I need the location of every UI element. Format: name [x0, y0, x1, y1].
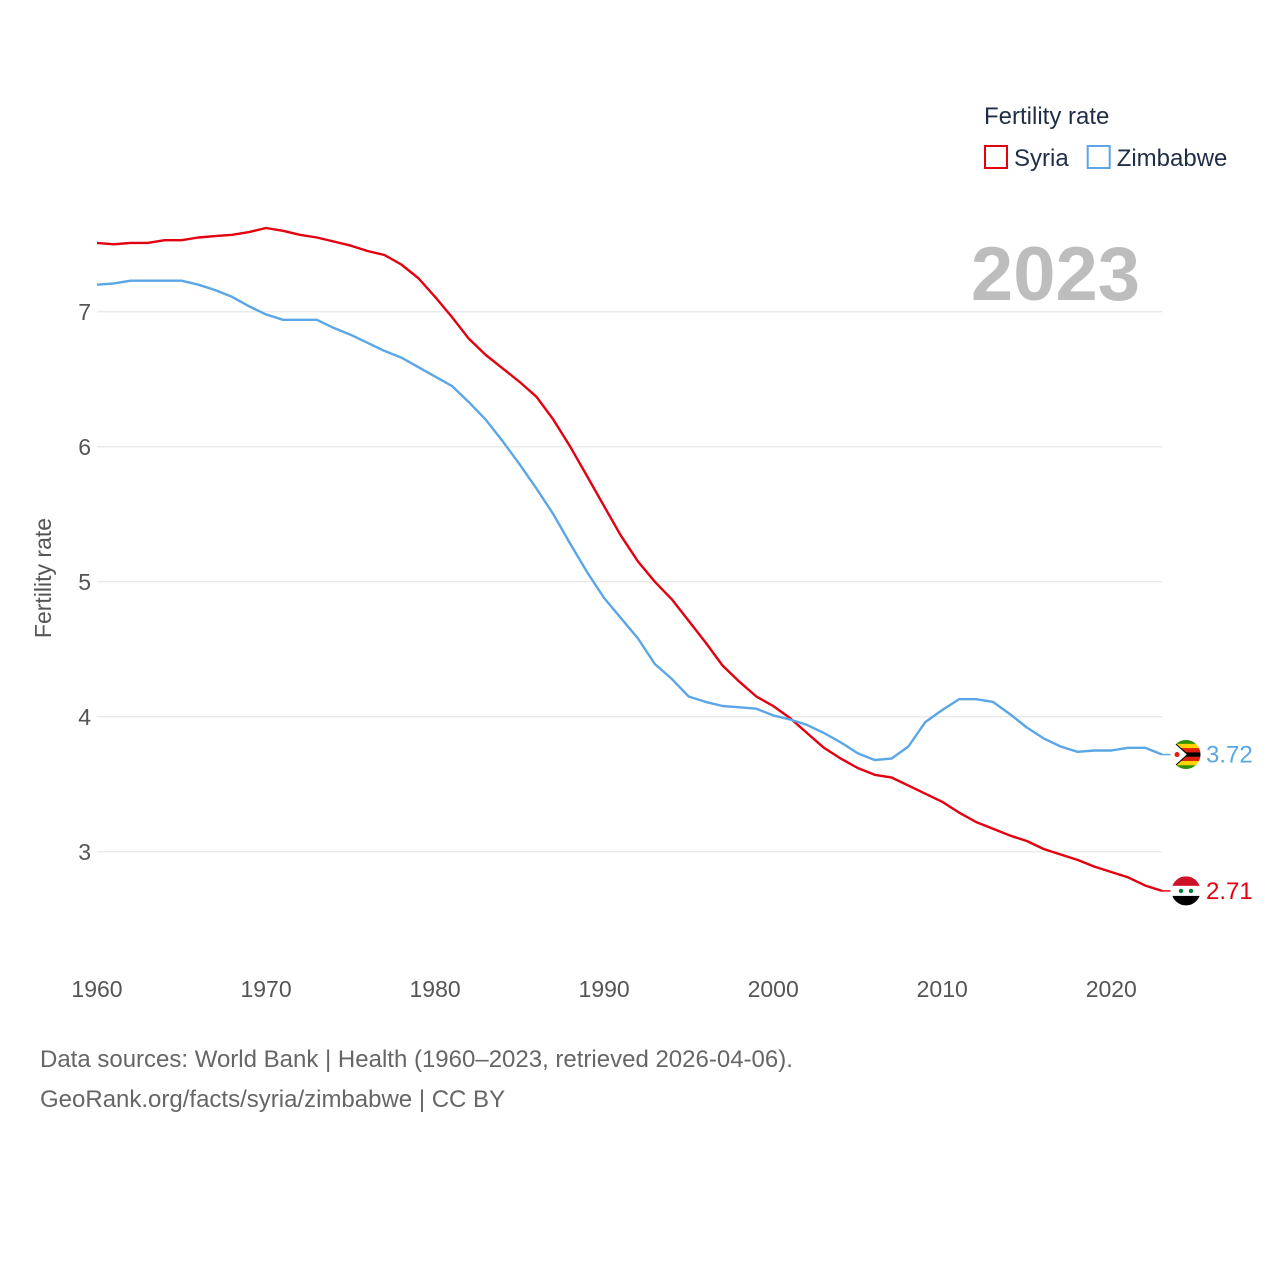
- x-tick-label: 1980: [410, 976, 461, 1002]
- x-axis-ticks: 1960 1970 1980 1990 2000 2010 2020: [71, 976, 1136, 1002]
- x-tick-label: 1960: [71, 976, 122, 1002]
- legend-item-zimbabwe[interactable]: Zimbabwe: [1086, 145, 1228, 172]
- y-tick-label: 7: [78, 299, 91, 325]
- source-note: Data sources: World Bank | Health (1960–…: [40, 1046, 793, 1073]
- x-tick-label: 2000: [748, 976, 799, 1002]
- legend-label: Zimbabwe: [1117, 145, 1228, 172]
- flag-badge-ring: [1170, 875, 1202, 907]
- x-tick-label: 1990: [579, 976, 630, 1002]
- flag-badge-ring: [1170, 739, 1202, 771]
- legend-swatch: [1086, 145, 1111, 169]
- y-tick-label: 5: [78, 569, 91, 595]
- legend-swatch: [984, 145, 1008, 169]
- y-axis-title: Fertility rate: [30, 518, 56, 638]
- end-value-label-zimbabwe: 3.72: [1206, 742, 1253, 769]
- x-tick-label: 1970: [240, 976, 291, 1002]
- legend-title: Fertility rate: [984, 103, 1109, 130]
- y-axis-ticks: 3 4 5 6 7: [78, 299, 91, 865]
- y-tick-label: 4: [78, 704, 91, 730]
- end-value-label-syria: 2.71: [1206, 878, 1253, 905]
- line-chart: 3 4 5 6 7 1960 1970 1980 1990 2000 2010 2020 Ferti…: [30, 103, 1253, 1002]
- series-line-zimbabwe: [96, 279, 1163, 762]
- end-markers: 2.71 3.72: [1162, 739, 1253, 907]
- gridlines: [97, 311, 1162, 853]
- zimbabwe-flag-icon: [1171, 739, 1201, 770]
- legend-item-syria[interactable]: Syria: [984, 145, 1069, 172]
- y-tick-label: 3: [78, 839, 91, 865]
- y-tick-label: 6: [78, 434, 91, 460]
- legend-label: Syria: [1014, 145, 1069, 172]
- x-tick-label: 2020: [1086, 976, 1137, 1002]
- attribution-note: GeoRank.org/facts/syria/zimbabwe | CC BY: [40, 1086, 506, 1113]
- legend: Fertility rate Syria Zimbabwe: [984, 103, 1227, 172]
- x-tick-label: 2010: [917, 976, 968, 1002]
- series-line-syria: [96, 226, 1163, 893]
- year-label: 2023: [971, 232, 1140, 317]
- syria-flag-icon: [1171, 875, 1201, 906]
- series-lines: [96, 226, 1163, 893]
